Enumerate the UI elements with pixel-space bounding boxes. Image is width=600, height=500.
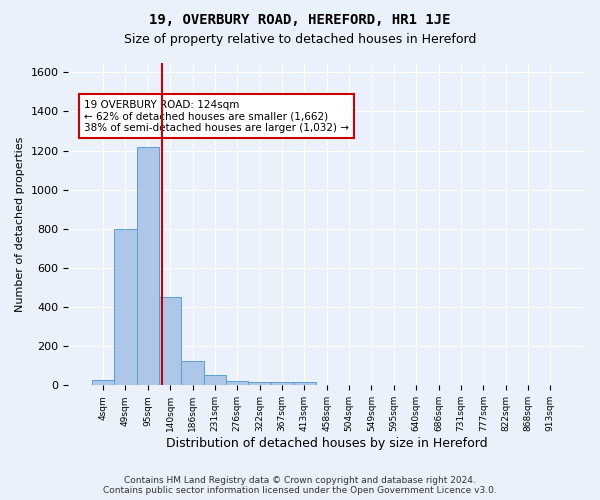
Bar — [137, 146, 159, 386]
Y-axis label: Number of detached properties: Number of detached properties — [15, 136, 25, 312]
X-axis label: Distribution of detached houses by size in Hereford: Distribution of detached houses by size … — [166, 437, 488, 450]
Bar — [226, 382, 248, 386]
Bar — [248, 382, 271, 386]
Bar — [92, 380, 114, 386]
Bar — [293, 382, 316, 386]
Text: 19 OVERBURY ROAD: 124sqm
← 62% of detached houses are smaller (1,662)
38% of sem: 19 OVERBURY ROAD: 124sqm ← 62% of detach… — [84, 100, 349, 133]
Bar — [159, 298, 181, 386]
Bar — [114, 229, 137, 386]
Bar — [204, 374, 226, 386]
Bar — [271, 382, 293, 386]
Bar — [181, 361, 204, 386]
Text: 19, OVERBURY ROAD, HEREFORD, HR1 1JE: 19, OVERBURY ROAD, HEREFORD, HR1 1JE — [149, 12, 451, 26]
Text: Contains HM Land Registry data © Crown copyright and database right 2024.
Contai: Contains HM Land Registry data © Crown c… — [103, 476, 497, 495]
Text: Size of property relative to detached houses in Hereford: Size of property relative to detached ho… — [124, 32, 476, 46]
